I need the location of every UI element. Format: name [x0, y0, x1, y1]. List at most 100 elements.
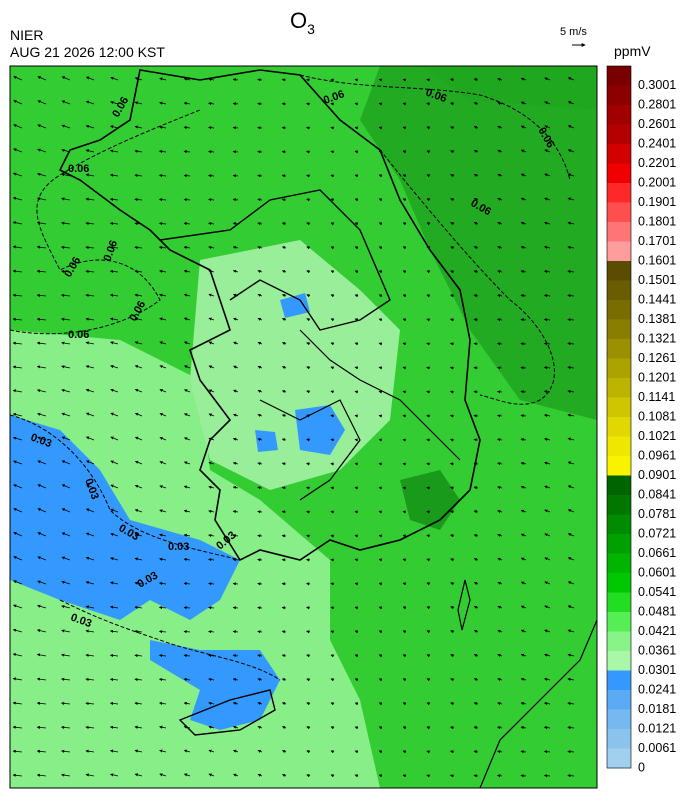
colorbar-label: 0.0661 [638, 546, 676, 560]
colorbar-label: 0.2001 [638, 175, 676, 189]
wind-vector [159, 485, 167, 489]
wind-vector [233, 317, 239, 321]
wind-vector [37, 532, 47, 537]
wind-vector [85, 245, 95, 250]
wind-vector [567, 389, 575, 393]
wind-vector [232, 558, 239, 562]
wind-vector [184, 389, 191, 393]
wind-vector [61, 269, 71, 274]
wind-vector [402, 702, 407, 706]
colorbar-swatch [607, 670, 631, 691]
wind-vector [12, 172, 23, 177]
wind-vector [426, 366, 431, 370]
wind-vector [110, 365, 119, 369]
wind-vector [208, 630, 215, 634]
wind-vector [567, 653, 575, 657]
wind-vector [567, 750, 575, 754]
region-very-low [150, 640, 280, 730]
wind-vector [520, 390, 527, 394]
wind-vector [232, 245, 239, 250]
wind-vector [257, 246, 263, 250]
colorbar-swatch [607, 456, 631, 476]
wind-vector [330, 390, 335, 394]
wind-vector [232, 654, 239, 658]
wind-vector [85, 76, 95, 81]
wind-vector [183, 293, 191, 297]
colorbar-frame [606, 65, 632, 769]
wind-vector [567, 197, 575, 201]
colorbar-label: 0.2201 [638, 156, 676, 170]
wind-vector [567, 101, 575, 105]
wind-vector [544, 125, 551, 129]
wind-vector [232, 174, 239, 178]
wind-vector [232, 701, 239, 705]
colorbar-swatch [607, 748, 631, 769]
wind-vector [208, 77, 215, 82]
wind-vector [378, 246, 383, 250]
wind-vector [134, 484, 143, 489]
colorbar-label: 0.1801 [638, 214, 676, 228]
colorbar-label: 0.0241 [638, 682, 676, 696]
wind-vector [354, 582, 359, 586]
wind-vector [402, 294, 407, 298]
wind-vector [37, 412, 47, 417]
wind-vector [61, 245, 71, 249]
wind-vector [426, 726, 431, 730]
colorbar-label: 0.1901 [638, 195, 676, 209]
colorbar-swatch [607, 241, 631, 262]
wind-vector [520, 750, 527, 754]
wind-vector [426, 678, 431, 682]
wind-vector [12, 221, 23, 225]
wind-vector [354, 606, 359, 610]
wind-vector [36, 197, 47, 201]
wind-vector [61, 317, 71, 321]
colorbar-swatch [607, 300, 631, 320]
wind-vector [257, 438, 263, 442]
wind-vector [450, 654, 455, 658]
wind-vector [109, 581, 119, 585]
wind-vector [330, 726, 335, 730]
wind-vector [12, 653, 23, 657]
wind-vector [473, 702, 479, 706]
wind-vector [402, 318, 407, 322]
wind-vector [330, 654, 335, 658]
wind-vector [183, 582, 191, 586]
wind-vector [473, 318, 479, 322]
wind-vector [330, 438, 335, 442]
wind-vector [330, 414, 335, 418]
colorbar-swatch [607, 709, 631, 730]
contour-label: 0.03 [168, 541, 189, 553]
wind-vector [36, 341, 47, 345]
wind-vector [330, 174, 335, 178]
wind-vector [85, 221, 95, 225]
wind-vector [544, 77, 551, 81]
wind-vector [473, 558, 479, 562]
colorbar-label: 0.1201 [638, 370, 676, 384]
wind-vector [159, 509, 167, 513]
wind-vector [85, 508, 95, 513]
wind-vector [134, 317, 143, 321]
wind-vector [544, 581, 551, 585]
colorbar-swatch [607, 378, 631, 398]
wind-vector [378, 390, 383, 394]
wind-vector [183, 341, 191, 345]
wind-vector [543, 294, 551, 298]
wind-vector [183, 101, 191, 105]
colorbar-swatch [607, 436, 631, 457]
wind-vector [281, 270, 287, 274]
map-frame [9, 65, 598, 789]
wind-vector [36, 653, 47, 657]
unit: ppmV [614, 43, 651, 59]
wind-vector [426, 774, 431, 778]
wind-vector [402, 630, 407, 634]
wind-vector [330, 750, 335, 754]
wind-vector [86, 484, 95, 489]
wind-vector [183, 221, 191, 226]
wind-vector [378, 102, 383, 106]
wind-vector [183, 654, 191, 658]
wind-vector [61, 388, 71, 393]
wind-vector [497, 750, 503, 754]
wind-vector [134, 269, 143, 273]
wind-vector [281, 390, 287, 394]
